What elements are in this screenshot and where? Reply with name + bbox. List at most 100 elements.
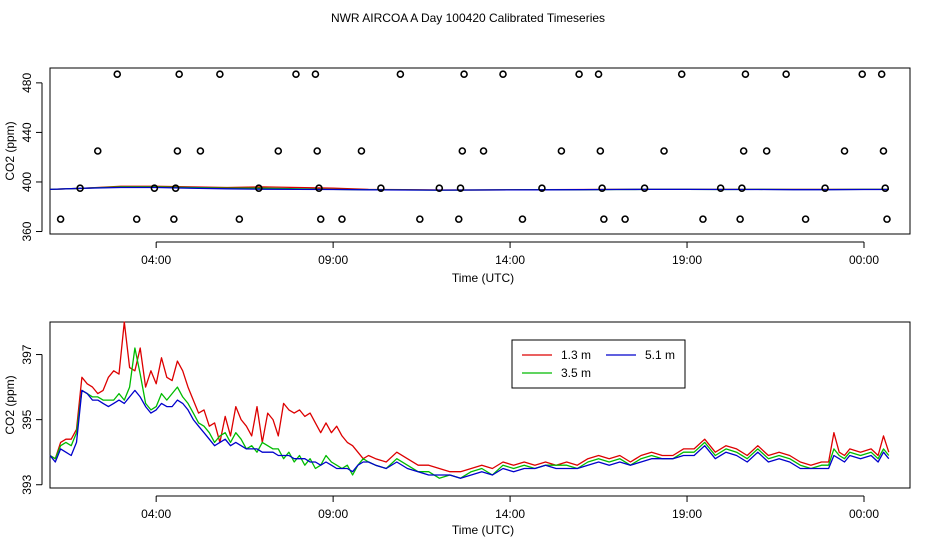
- top-plot-frame: [49, 67, 911, 235]
- calibration-point: [660, 147, 668, 155]
- calibration-point: [621, 215, 629, 223]
- calibration-point: [499, 70, 507, 78]
- top-series-group: [49, 185, 889, 191]
- calibration-point: [456, 184, 465, 192]
- calibration-point: [596, 147, 605, 155]
- bot-x-tick-label: 09:00: [318, 507, 348, 521]
- bot-x-tick-label: 00:00: [849, 507, 879, 521]
- top-y-tick-label: 360: [20, 221, 34, 241]
- bot-x-tick-label: 19:00: [672, 507, 702, 521]
- calibration-point: [175, 70, 183, 78]
- top-y-tick-label: 440: [20, 122, 34, 142]
- bot-y-tick-label: 393: [20, 474, 34, 494]
- top-x-tick-label: 04:00: [141, 253, 171, 267]
- calibration-point: [316, 215, 325, 223]
- calibration-point: [840, 147, 849, 155]
- bottom-y-axis: 393 395 397: [20, 344, 43, 495]
- top-x-tick-label: 09:00: [318, 253, 348, 267]
- legend: 1.3 m 5.1 m 3.5 m: [511, 339, 686, 389]
- top-x-tick-label: 19:00: [672, 253, 702, 267]
- calibration-point: [877, 70, 886, 78]
- calibration-point: [93, 147, 102, 155]
- top-x-tick-label: 00:00: [849, 253, 879, 267]
- legend-label-3-5m: 3.5 m: [561, 366, 591, 380]
- calibration-point: [292, 70, 300, 78]
- bottom-x-axis: 04:00 09:00 14:00 19:00 00:00: [141, 495, 879, 521]
- top-panel: 04:00 09:00 14:00 19:00 00:00 360 400 440 480 T…: [3, 67, 911, 285]
- calibration-point: [598, 184, 606, 192]
- bottom-plot-frame: [49, 321, 911, 489]
- calibration-point: [762, 147, 771, 155]
- top-x-axis-label: Time (UTC): [452, 271, 514, 285]
- calibration-point: [736, 215, 744, 223]
- bot-x-tick-label: 14:00: [495, 507, 525, 521]
- bot-series-5-1-m: [49, 389, 890, 479]
- bot-series-1-3-m: [49, 321, 890, 473]
- calibration-point: [274, 147, 283, 155]
- top-y-tick-label: 400: [20, 172, 34, 192]
- calibration-point: [235, 215, 244, 223]
- calibration-point: [741, 70, 750, 78]
- calibration-point: [196, 147, 205, 155]
- bot-x-tick-label: 04:00: [141, 507, 171, 521]
- calibration-point: [170, 215, 178, 223]
- top-x-tick-label: 14:00: [495, 253, 525, 267]
- calibration-point: [315, 184, 323, 192]
- calibration-point: [600, 215, 608, 223]
- calibration-point: [416, 215, 424, 223]
- calibration-point: [879, 147, 888, 155]
- calibration-point: [699, 215, 707, 223]
- calibration-point: [782, 70, 790, 78]
- calibration-point: [575, 70, 583, 78]
- calibration-point: [377, 184, 385, 192]
- top-circles-group: [56, 70, 891, 223]
- calibration-point: [479, 147, 488, 155]
- calibration-point: [458, 147, 467, 155]
- calibration-point: [338, 215, 346, 223]
- bottom-x-axis-label: Time (UTC): [452, 523, 514, 537]
- calibration-point: [132, 215, 141, 223]
- bottom-panel: 04:00 09:00 14:00 19:00 00:00 393 395 397 Time…: [3, 321, 911, 537]
- bottom-y-axis-label: CO2 (ppm): [3, 375, 17, 434]
- chart-title: NWR AIRCOA A Day 100420 Calibrated Times…: [331, 11, 605, 25]
- calibration-point: [150, 184, 159, 192]
- calibration-point: [255, 184, 263, 192]
- calibration-point: [216, 70, 224, 78]
- calibration-point: [594, 70, 603, 78]
- calibration-point: [738, 184, 746, 192]
- calibration-point: [313, 147, 322, 155]
- calibration-point: [640, 184, 649, 192]
- calibration-point: [883, 215, 891, 223]
- calibration-point: [716, 184, 725, 192]
- calibration-point: [76, 184, 84, 192]
- top-y-axis: 360 400 440 480: [20, 73, 43, 242]
- top-series-5-1-m: [49, 186, 889, 191]
- calibration-point: [113, 70, 122, 78]
- calibration-point: [538, 184, 546, 192]
- top-x-axis: 04:00 09:00 14:00 19:00 00:00: [141, 241, 879, 267]
- calibration-point: [518, 215, 527, 223]
- calibration-point: [311, 70, 320, 78]
- top-y-axis-label: CO2 (ppm): [3, 121, 17, 180]
- legend-label-5-1m: 5.1 m: [645, 348, 675, 362]
- bottom-series-group: [49, 321, 890, 479]
- calibration-point: [173, 147, 182, 155]
- bot-y-tick-label: 395: [20, 409, 34, 429]
- legend-box: [511, 339, 686, 389]
- calibration-point: [739, 147, 748, 155]
- calibration-point: [557, 147, 566, 155]
- bot-y-tick-label: 397: [20, 344, 34, 364]
- calibration-point: [677, 70, 686, 78]
- top-y-tick-label: 480: [20, 73, 34, 93]
- calibration-point: [821, 184, 829, 192]
- legend-label-1-3m: 1.3 m: [561, 348, 591, 362]
- calibration-point: [56, 215, 65, 223]
- calibration-point: [454, 215, 463, 223]
- calibration-point: [858, 70, 867, 78]
- calibration-point: [357, 147, 366, 155]
- calibration-point: [801, 215, 810, 223]
- calibration-point: [396, 70, 405, 78]
- calibration-point: [171, 184, 180, 192]
- calibration-point: [881, 184, 890, 192]
